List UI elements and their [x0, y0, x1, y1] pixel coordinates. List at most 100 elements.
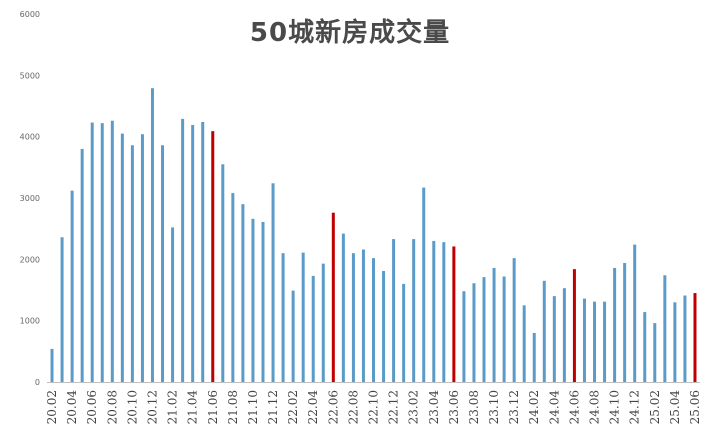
x-tick-label: 24.04	[547, 390, 561, 425]
bar-21.06	[211, 131, 215, 382]
bar-24.02	[532, 332, 536, 382]
x-tick-label: 22.04	[306, 390, 320, 425]
x-tick-label: 21.12	[266, 390, 280, 424]
x-tick-label: 25.06	[688, 390, 702, 424]
bar-24.05	[562, 288, 566, 382]
x-tick-label: 22.12	[387, 390, 401, 424]
bar-23.05	[442, 242, 446, 382]
x-tick-label: 23.08	[467, 390, 481, 424]
y-axis: 0 1000 2000 3000 4000 5000 6000	[20, 10, 40, 387]
bar-25.04	[673, 302, 677, 382]
bar-22.02	[291, 290, 295, 382]
bar-21.03	[181, 118, 185, 382]
x-tick-label: 24.06	[567, 390, 581, 424]
bar-20.02	[50, 348, 54, 382]
bar-20.05	[80, 148, 84, 382]
bar-24.06	[572, 269, 576, 382]
bar-20.03	[60, 237, 64, 382]
bar-23.09	[482, 277, 486, 382]
bar-23.03	[422, 187, 426, 382]
x-tick-label: 21.08	[226, 390, 240, 424]
bar-23.11	[502, 276, 506, 382]
bar-21.09	[241, 204, 245, 382]
bar-25.05	[683, 295, 687, 382]
y-tick-label: 4000	[20, 133, 40, 142]
bar-21.07	[221, 164, 225, 382]
bar-20.07	[100, 123, 104, 383]
bar-21.05	[201, 121, 205, 382]
bar-23.07	[462, 291, 466, 382]
x-tick-label: 23.04	[427, 390, 441, 425]
y-tick-label: 5000	[20, 71, 40, 80]
bar-23.10	[492, 267, 496, 382]
bar-23.06	[452, 246, 456, 382]
chart-title: 50城新房成交量	[249, 18, 451, 48]
bar-20.06	[90, 122, 94, 382]
bar-22.01	[281, 253, 285, 382]
bars	[50, 88, 697, 383]
bar-23.12	[512, 258, 516, 382]
bar-24.07	[582, 298, 586, 382]
bar-21.04	[191, 125, 195, 382]
x-tick-label: 25.04	[668, 390, 682, 425]
x-tick-label: 20.08	[105, 390, 119, 424]
x-tick-label: 20.02	[45, 390, 59, 424]
bar-21.10	[251, 218, 255, 382]
x-tick-label: 22.06	[326, 390, 340, 424]
bar-21.01	[161, 145, 165, 382]
bar-23.01	[402, 283, 406, 382]
x-tick-label: 22.02	[286, 390, 300, 424]
bar-20.10	[130, 145, 134, 382]
x-tick-label: 21.10	[246, 390, 260, 424]
bar-24.08	[593, 301, 597, 382]
x-tick-label: 20.12	[145, 390, 159, 424]
x-tick-label: 20.10	[125, 390, 139, 424]
bar-22.05	[321, 263, 325, 382]
bar-22.04	[311, 275, 315, 382]
y-tick-label: 0	[35, 378, 40, 387]
x-tick-label: 25.02	[648, 390, 662, 424]
y-tick-label: 3000	[20, 194, 40, 203]
bar-22.03	[301, 252, 305, 382]
bar-21.12	[271, 183, 275, 382]
x-tick-label: 20.06	[85, 390, 99, 424]
bar-22.07	[341, 233, 345, 382]
bar-22.06	[331, 212, 335, 382]
bar-22.12	[392, 239, 396, 382]
bar-23.02	[412, 239, 416, 382]
bar-24.09	[603, 301, 607, 382]
x-tick-label: 24.10	[608, 390, 622, 424]
y-tick-label: 1000	[20, 317, 40, 326]
bar-22.10	[372, 258, 375, 382]
x-tick-label: 21.02	[166, 390, 180, 424]
x-tick-label: 23.02	[407, 390, 421, 424]
x-tick-label: 24.12	[628, 390, 642, 424]
x-tick-label: 24.08	[588, 390, 602, 424]
bar-21.11	[261, 221, 265, 382]
bar-25.02	[653, 323, 657, 382]
bar-24.11	[623, 263, 627, 382]
x-tick-label: 24.02	[527, 390, 541, 424]
bar-21.08	[231, 193, 235, 382]
x-tick-label: 22.10	[367, 390, 381, 424]
bar-20.08	[110, 120, 114, 382]
y-tick-label: 6000	[20, 10, 40, 19]
x-axis: 20.02 20.04 20.06 20.08 20.10 20.12 21.02 21.04…	[45, 390, 702, 425]
bar-24.03	[542, 280, 546, 382]
bar-24.04	[552, 296, 556, 382]
x-tick-label: 20.04	[65, 390, 79, 425]
bar-24.12	[633, 244, 637, 382]
bar-22.11	[382, 270, 386, 382]
bar-24.10	[613, 267, 617, 382]
bar-20.11	[140, 134, 144, 382]
x-tick-label: 21.04	[186, 390, 200, 425]
x-tick-label: 23.06	[447, 390, 461, 424]
x-tick-label: 22.08	[346, 390, 360, 424]
bar-20.12	[150, 88, 154, 383]
x-tick-label: 21.06	[206, 390, 220, 424]
y-tick-label: 2000	[20, 255, 40, 264]
bar-22.08	[351, 253, 355, 382]
bar-25.03	[663, 275, 667, 382]
bar-25.06	[693, 293, 697, 382]
